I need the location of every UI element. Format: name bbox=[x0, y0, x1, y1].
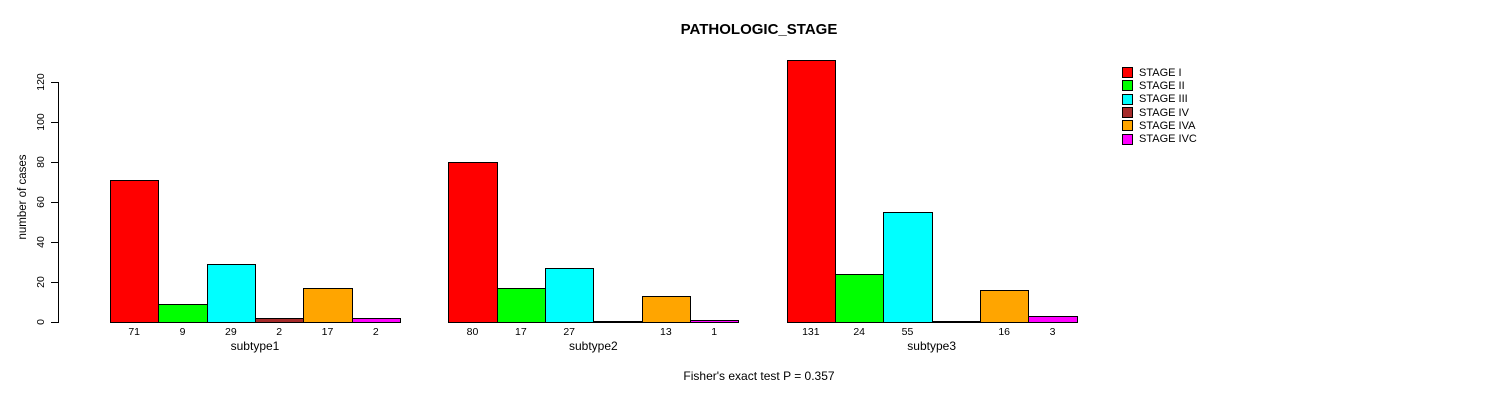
y-axis-line bbox=[58, 82, 59, 323]
legend-label-stage-iv: STAGE IV bbox=[1139, 106, 1189, 119]
bar-value-stage-i-subtype1: 71 bbox=[128, 326, 140, 338]
y-axis-tick-label: 20 bbox=[35, 276, 47, 288]
bar-value-stage-ivc-subtype2: 1 bbox=[711, 326, 718, 338]
y-axis-tick-label: 0 bbox=[35, 319, 47, 325]
legend-entry-stage-iv: STAGE IV bbox=[1122, 106, 1197, 119]
bar-value-stage-iii-subtype3: 55 bbox=[901, 326, 914, 338]
legend-label-stage-i: STAGE I bbox=[1139, 66, 1182, 79]
y-axis-tick-label: 100 bbox=[35, 113, 47, 131]
bar-value-stage-i-subtype3: 131 bbox=[802, 326, 820, 338]
bar-value-stage-ivc-subtype3: 3 bbox=[1049, 326, 1056, 338]
legend-label-stage-ii: STAGE II bbox=[1139, 79, 1185, 92]
bar-value-stage-ii-subtype2: 17 bbox=[514, 326, 527, 338]
y-axis-tick bbox=[51, 82, 58, 83]
bar-stage-iv-subtype2-zero bbox=[593, 321, 643, 323]
legend-entry-stage-iii: STAGE III bbox=[1122, 93, 1197, 106]
footnote-fishers-test: Fisher's exact test P = 0.357 bbox=[683, 369, 835, 383]
bar-stage-ivc-subtype3 bbox=[1028, 316, 1078, 323]
legend-swatch-stage-iv bbox=[1122, 107, 1133, 119]
bar-value-stage-iva-subtype1: 17 bbox=[321, 326, 334, 338]
bar-value-stage-ii-subtype3: 24 bbox=[853, 326, 865, 338]
bar-value-stage-iii-subtype2: 27 bbox=[563, 326, 575, 338]
bar-stage-iva-subtype3 bbox=[979, 290, 1030, 323]
bar-stage-ivc-subtype1 bbox=[351, 318, 401, 323]
bar-value-stage-iv-subtype1: 2 bbox=[276, 326, 283, 338]
legend-swatch-stage-iii bbox=[1122, 93, 1133, 105]
bar-value-stage-iva-subtype2: 13 bbox=[659, 326, 672, 338]
y-axis-tick-label: 80 bbox=[35, 156, 47, 168]
bar-value-stage-i-subtype2: 80 bbox=[466, 326, 479, 338]
legend-entry-stage-ii: STAGE II bbox=[1122, 79, 1197, 92]
bar-value-stage-iii-subtype1: 29 bbox=[224, 326, 237, 338]
bar-stage-iv-subtype1 bbox=[254, 318, 305, 323]
bar-stage-i-subtype1 bbox=[110, 180, 160, 323]
bar-stage-iii-subtype2 bbox=[544, 268, 595, 323]
x-axis-label-subtype2: subtype2 bbox=[568, 339, 618, 353]
bar-stage-i-subtype2 bbox=[448, 162, 498, 323]
legend-label-stage-iii: STAGE III bbox=[1139, 93, 1188, 106]
x-axis-label-subtype3: subtype3 bbox=[907, 339, 957, 353]
legend-entry-stage-ivc: STAGE IVC bbox=[1122, 132, 1197, 145]
bar-stage-iva-subtype1 bbox=[303, 288, 353, 323]
legend-swatch-stage-iva bbox=[1122, 120, 1133, 132]
y-axis-tick bbox=[51, 162, 58, 163]
bar-stage-iv-subtype3-zero bbox=[931, 321, 981, 323]
legend-label-stage-ivc: STAGE IVC bbox=[1139, 133, 1197, 146]
legend-entry-stage-i: STAGE I bbox=[1122, 66, 1197, 79]
y-axis-tick bbox=[51, 282, 58, 283]
y-axis-tick bbox=[51, 322, 58, 323]
legend: STAGE I STAGE II STAGE III STAGE IV STAGE IV… bbox=[1122, 66, 1197, 146]
legend-label-stage-iva: STAGE IVA bbox=[1139, 119, 1196, 132]
bar-value-stage-iva-subtype3: 16 bbox=[998, 326, 1010, 338]
y-axis-tick-label: 40 bbox=[35, 236, 47, 248]
bar-stage-iii-subtype1 bbox=[206, 264, 256, 323]
legend-swatch-stage-i bbox=[1122, 67, 1133, 79]
bar-stage-ivc-subtype2 bbox=[689, 320, 740, 323]
y-axis-tick-label: 60 bbox=[35, 196, 47, 208]
y-axis-tick bbox=[51, 202, 58, 203]
x-axis-label-subtype1: subtype1 bbox=[230, 339, 280, 353]
chart-title: PATHOLOGIC_STAGE bbox=[680, 21, 838, 38]
bar-stage-ii-subtype2 bbox=[496, 288, 546, 323]
y-axis-tick-label: 120 bbox=[35, 73, 47, 91]
bar-value-stage-ivc-subtype1: 2 bbox=[372, 326, 379, 338]
y-axis-tick bbox=[51, 242, 58, 243]
bar-stage-ii-subtype3 bbox=[834, 274, 885, 323]
legend-entry-stage-iva: STAGE IVA bbox=[1122, 119, 1197, 132]
bar-value-stage-ii-subtype1: 9 bbox=[179, 326, 186, 338]
bar-stage-iva-subtype2 bbox=[641, 296, 691, 323]
bar-stage-iii-subtype3 bbox=[883, 212, 933, 323]
bar-stage-i-subtype3 bbox=[786, 60, 836, 323]
legend-swatch-stage-ii bbox=[1122, 80, 1133, 92]
bar-stage-ii-subtype1 bbox=[158, 304, 208, 323]
y-axis-tick bbox=[51, 122, 58, 123]
legend-swatch-stage-ivc bbox=[1122, 133, 1133, 145]
